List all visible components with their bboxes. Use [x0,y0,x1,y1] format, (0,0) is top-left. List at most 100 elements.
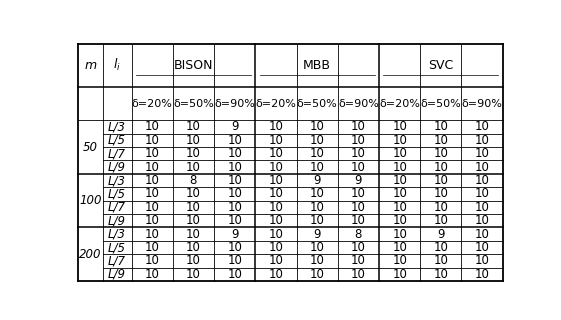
Text: 10: 10 [351,147,366,160]
Text: 10: 10 [351,201,366,214]
Text: 10: 10 [227,174,242,187]
Text: 10: 10 [269,254,283,268]
Text: 10: 10 [186,268,201,281]
Text: L/9: L/9 [108,214,126,227]
Text: 10: 10 [186,161,201,174]
Text: 8: 8 [190,174,197,187]
Text: 10: 10 [269,241,283,254]
Text: 10: 10 [145,241,160,254]
Text: 10: 10 [269,161,283,174]
Text: 10: 10 [227,241,242,254]
Text: 10: 10 [186,228,201,241]
Text: 10: 10 [269,134,283,147]
Text: 10: 10 [186,214,201,227]
Text: 10: 10 [434,201,448,214]
Text: 10: 10 [269,120,283,133]
Text: 10: 10 [269,228,283,241]
Text: 10: 10 [351,188,366,200]
Text: 10: 10 [145,268,160,281]
Text: 10: 10 [227,201,242,214]
Text: 10: 10 [434,188,448,200]
Text: 10: 10 [475,120,490,133]
Text: 10: 10 [475,147,490,160]
Text: 10: 10 [434,174,448,187]
Text: L/9: L/9 [108,268,126,281]
Text: 10: 10 [186,254,201,268]
Text: L/7: L/7 [108,201,126,214]
Text: 10: 10 [269,188,283,200]
Text: 10: 10 [475,201,490,214]
Text: 10: 10 [475,228,490,241]
Text: δ=50%: δ=50% [297,99,338,108]
Text: 9: 9 [231,228,238,241]
Text: 10: 10 [145,254,160,268]
Text: 9: 9 [314,228,321,241]
Text: SVC: SVC [428,59,453,72]
Text: 10: 10 [392,268,407,281]
Text: 10: 10 [310,188,325,200]
Text: 10: 10 [351,214,366,227]
Text: 10: 10 [269,147,283,160]
Text: δ=20%: δ=20% [379,99,420,108]
Text: 10: 10 [227,268,242,281]
Text: 10: 10 [434,214,448,227]
Text: δ=50%: δ=50% [421,99,461,108]
Text: 10: 10 [351,161,366,174]
Text: 200: 200 [79,248,102,261]
Text: 10: 10 [434,268,448,281]
Text: 10: 10 [269,268,283,281]
Text: 10: 10 [269,201,283,214]
Text: 10: 10 [145,174,160,187]
Text: L/3: L/3 [108,228,126,241]
Text: 10: 10 [475,268,490,281]
Text: 10: 10 [392,214,407,227]
Text: 10: 10 [227,188,242,200]
Text: 10: 10 [475,254,490,268]
Text: L/7: L/7 [108,254,126,268]
Text: 10: 10 [227,161,242,174]
Text: 10: 10 [310,268,325,281]
Text: BISON: BISON [174,59,213,72]
Text: 10: 10 [392,241,407,254]
Text: 10: 10 [475,214,490,227]
Text: 10: 10 [434,161,448,174]
Text: L/3: L/3 [108,174,126,187]
Text: 10: 10 [145,120,160,133]
Text: 10: 10 [186,188,201,200]
Text: 10: 10 [145,161,160,174]
Text: 10: 10 [351,268,366,281]
Text: 10: 10 [269,174,283,187]
Text: 9: 9 [355,174,362,187]
Text: 10: 10 [434,254,448,268]
Text: 10: 10 [351,241,366,254]
Text: 10: 10 [475,241,490,254]
Text: 10: 10 [310,201,325,214]
Text: 10: 10 [475,134,490,147]
Text: 10: 10 [434,147,448,160]
Text: 10: 10 [392,134,407,147]
Text: 10: 10 [186,120,201,133]
Text: 10: 10 [310,120,325,133]
Text: $l_i$: $l_i$ [113,57,121,73]
Text: 9: 9 [231,120,238,133]
Text: 10: 10 [186,241,201,254]
Text: 10: 10 [227,254,242,268]
Text: 50: 50 [83,140,98,154]
Text: 10: 10 [392,161,407,174]
Text: L/5: L/5 [108,134,126,147]
Text: 10: 10 [475,188,490,200]
Text: 10: 10 [145,228,160,241]
Text: L/9: L/9 [108,161,126,174]
Text: 10: 10 [227,134,242,147]
Text: 10: 10 [392,201,407,214]
Text: 10: 10 [475,161,490,174]
Text: 9: 9 [314,174,321,187]
Text: MBB: MBB [303,59,331,72]
Text: 10: 10 [227,214,242,227]
Text: 10: 10 [351,254,366,268]
Text: 10: 10 [351,120,366,133]
Text: 10: 10 [392,228,407,241]
Text: 10: 10 [310,147,325,160]
Text: 8: 8 [355,228,362,241]
Text: 10: 10 [310,161,325,174]
